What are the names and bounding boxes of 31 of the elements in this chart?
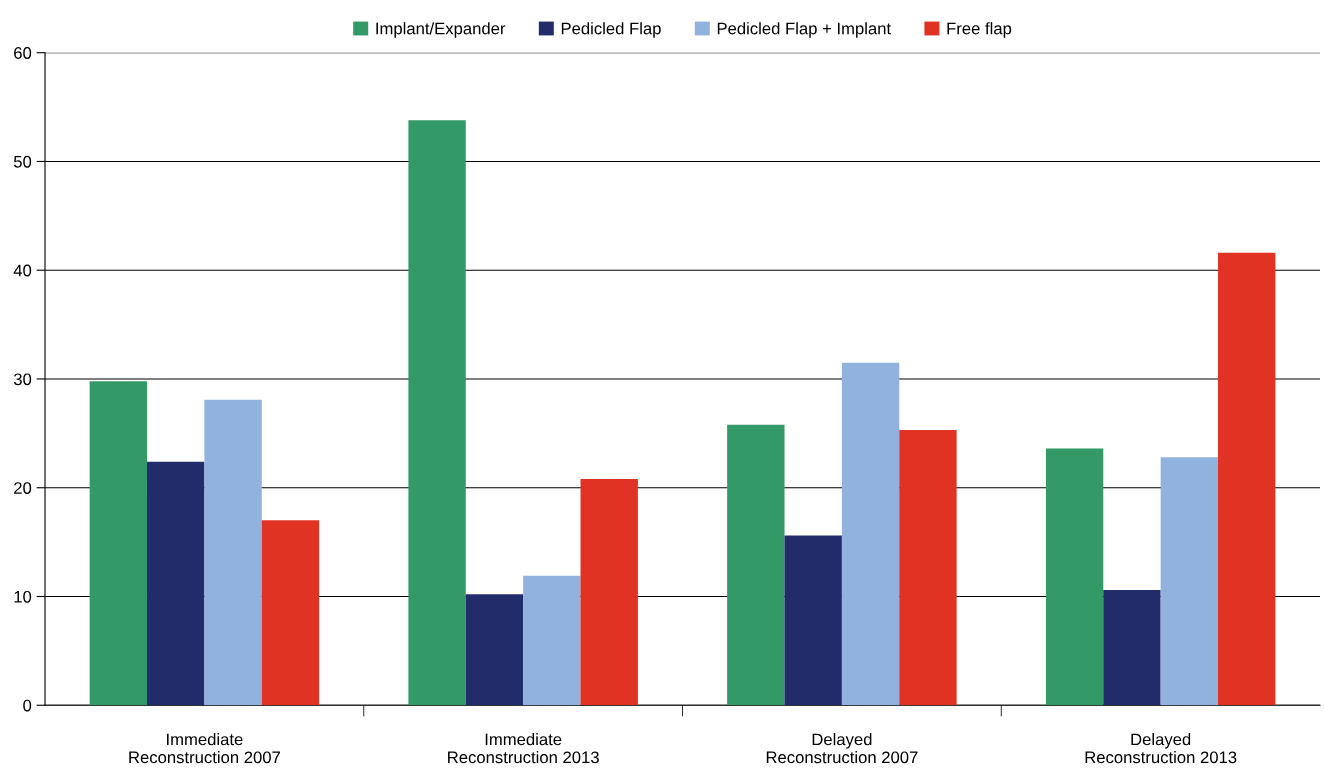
y-tick-label: 10 — [14, 590, 32, 603]
bar — [147, 461, 205, 706]
bar — [1045, 448, 1104, 706]
bar — [784, 535, 842, 706]
bar — [465, 594, 524, 706]
bar — [727, 424, 785, 706]
bar — [1103, 589, 1161, 706]
bar — [408, 120, 466, 706]
x-tick-label: Delayed Reconstruction 2007 — [766, 733, 918, 764]
x-tick-label: Immediate Reconstruction 2013 — [448, 733, 599, 764]
bar — [204, 399, 262, 706]
legend-label: Implant/Expander — [376, 22, 506, 38]
y-tick-label: 60 — [14, 47, 32, 59]
x-tick-label: Immediate Reconstruction 2007 — [129, 733, 280, 764]
bar — [1160, 457, 1219, 706]
bar — [899, 430, 957, 706]
bar — [89, 381, 148, 706]
y-tick-label: 50 — [13, 155, 32, 168]
x-tick-label: Delayed Reconstruction 2013 — [1085, 733, 1237, 764]
bar — [261, 520, 320, 706]
bar — [580, 479, 638, 706]
y-tick-label: 40 — [13, 264, 32, 277]
bar — [523, 575, 581, 706]
legend-label: Pedicled Flap — [561, 22, 661, 38]
legend-label: Free flap — [947, 22, 1012, 38]
bar — [1218, 252, 1276, 706]
y-tick-label: 20 — [14, 482, 32, 494]
y-tick-label: 0 — [23, 699, 32, 712]
bar — [841, 362, 900, 706]
legend-label: Pedicled Flap + Implant — [717, 22, 891, 38]
y-tick-label: 30 — [13, 373, 32, 386]
